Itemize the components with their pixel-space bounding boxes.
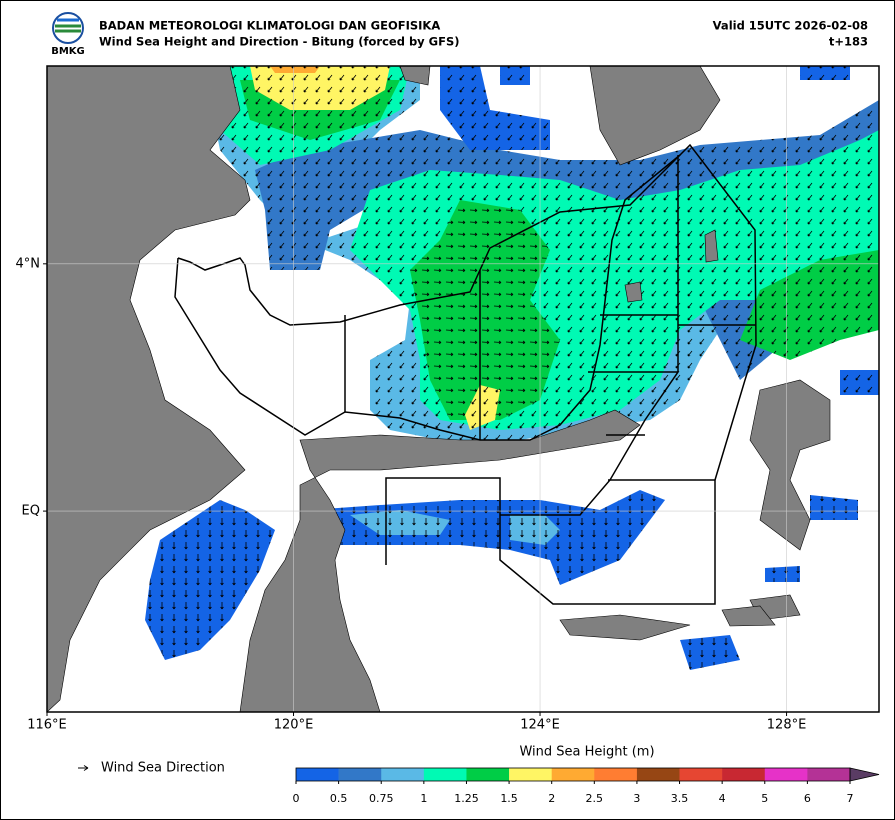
colorbar-tick-label: 0.5 bbox=[330, 792, 348, 805]
lead-time: t+183 bbox=[829, 35, 868, 49]
colorbar-tick-label: 4 bbox=[719, 792, 726, 805]
wind-arrows bbox=[680, 635, 740, 670]
wind-arrows bbox=[500, 66, 530, 85]
colorbar-tick-label: 2 bbox=[548, 792, 555, 805]
colorbar-segment bbox=[722, 768, 766, 781]
wind-arrows bbox=[840, 370, 879, 395]
wind-arrows bbox=[510, 515, 560, 545]
colorbar-segment bbox=[509, 768, 552, 781]
colorbar-segment bbox=[423, 768, 467, 781]
y-tick-label: EQ bbox=[22, 504, 40, 519]
wind-arrows bbox=[765, 566, 800, 582]
colorbar-segment bbox=[296, 768, 339, 781]
wind-arrows bbox=[465, 385, 500, 430]
valid-time: Valid 15UTC 2026-02-08 bbox=[713, 19, 868, 33]
colorbar-segment bbox=[679, 768, 723, 781]
land bbox=[559, 614, 691, 641]
wind-arrows bbox=[145, 500, 275, 660]
wind-arrows bbox=[800, 66, 850, 80]
area-boundary bbox=[385, 477, 716, 605]
colorbar-tick-label: 0.75 bbox=[369, 792, 394, 805]
colorbar-tick-label: 3 bbox=[633, 792, 640, 805]
area-boundary bbox=[500, 371, 680, 516]
wind-arrows bbox=[350, 510, 450, 535]
land bbox=[749, 379, 831, 551]
map bbox=[47, 66, 879, 712]
x-tick-label: 120°E bbox=[274, 718, 314, 733]
wind-arrows bbox=[250, 66, 390, 110]
colorbar-tick-label: 3.5 bbox=[671, 792, 689, 805]
colorbar-tick-label: 1.5 bbox=[500, 792, 518, 805]
wind-arrows bbox=[810, 495, 858, 520]
land bbox=[704, 229, 719, 263]
colorbar-tick-label: 6 bbox=[804, 792, 811, 805]
x-tick-label: 128°E bbox=[767, 718, 807, 733]
colorbar-segment bbox=[338, 768, 382, 781]
colorbar-tick-label: 1.25 bbox=[454, 792, 479, 805]
colorbar-tick-label: 2.5 bbox=[586, 792, 604, 805]
colorbar-tick-label: 5 bbox=[761, 792, 768, 805]
wind-arrows bbox=[255, 100, 879, 380]
colorbar-tick-label: 0 bbox=[293, 792, 300, 805]
map-frame bbox=[46, 65, 880, 713]
colorbar-segment bbox=[466, 768, 510, 781]
wind-arrows bbox=[410, 200, 560, 420]
land bbox=[239, 409, 641, 712]
agency: BADAN METEOROLOGI KLIMATOLOGI DAN GEOFIS… bbox=[99, 19, 440, 33]
y-tick-label: 4°N bbox=[16, 256, 41, 271]
x-tick-label: 116°E bbox=[27, 718, 67, 733]
colorbar-title: Wind Sea Height (m) bbox=[519, 745, 654, 760]
land bbox=[589, 66, 721, 166]
land bbox=[47, 66, 251, 712]
area-boundary bbox=[174, 154, 681, 441]
colorbar-segment bbox=[551, 768, 595, 781]
wind-arrows bbox=[440, 66, 550, 150]
logo bbox=[52, 12, 84, 44]
colorbar-segment bbox=[594, 768, 638, 781]
colorbar-segment bbox=[636, 768, 680, 781]
land bbox=[721, 605, 776, 627]
colorbar-tick-label: 7 bbox=[847, 792, 854, 805]
colorbar-segment bbox=[807, 768, 851, 781]
wind-arrows bbox=[740, 250, 879, 360]
land bbox=[624, 281, 643, 303]
colorbar-frame bbox=[295, 767, 851, 782]
logo-text: BMKG bbox=[51, 46, 85, 57]
x-tick-label: 124°E bbox=[520, 718, 560, 733]
wind-arrows bbox=[270, 66, 320, 73]
title: Wind Sea Height and Direction - Bitung (… bbox=[99, 35, 460, 49]
colorbar-segment bbox=[764, 768, 808, 781]
colorbar-segment bbox=[381, 768, 425, 781]
direction-legend bbox=[78, 765, 89, 771]
land bbox=[399, 66, 431, 86]
colorbar-tick-label: 1 bbox=[420, 792, 427, 805]
legend-label: Wind Sea Direction bbox=[101, 761, 225, 776]
